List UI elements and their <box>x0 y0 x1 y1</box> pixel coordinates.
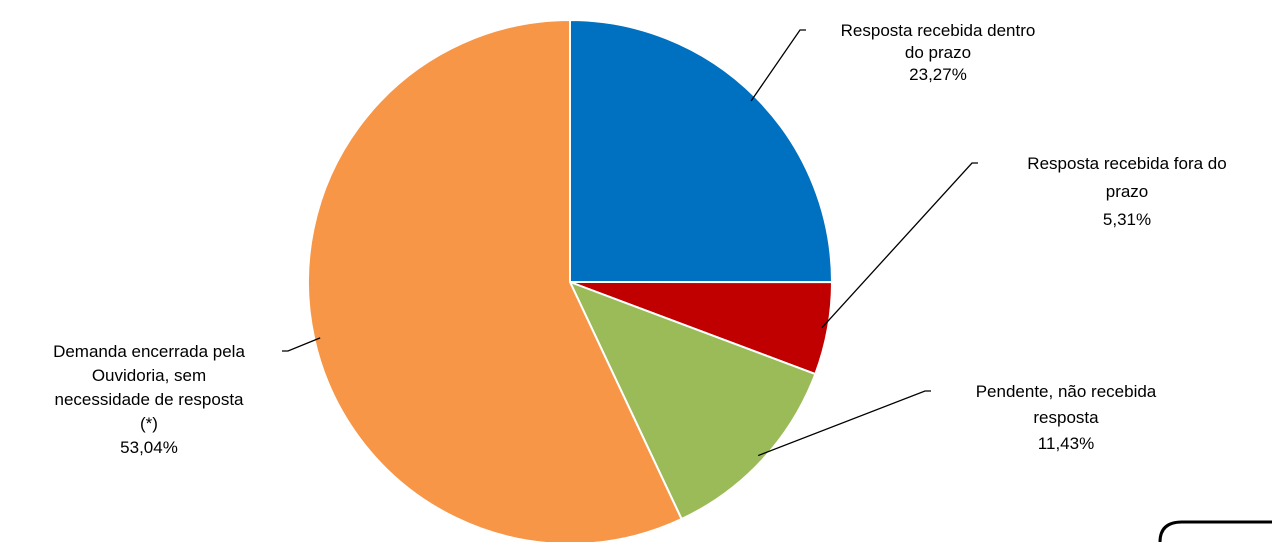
slice-name-line: do prazo <box>905 43 971 62</box>
slice-value-label: 11,43% <box>1038 434 1094 453</box>
slice-value-label: 23,27% <box>909 65 967 84</box>
slice-name-line: Resposta recebida dentro <box>841 21 1036 40</box>
pie-slices <box>307 18 834 542</box>
corner-box <box>1158 520 1272 542</box>
leader-line-3 <box>757 390 931 457</box>
slice-value-label: 5,31% <box>1103 210 1151 229</box>
pie-slice-4 <box>307 18 683 542</box>
slice-label-1: Resposta recebida dentro do prazo 23,27% <box>841 21 1036 84</box>
slice-label-3: Pendente, não recebida resposta 11,43% <box>976 382 1157 453</box>
slice-labels: Resposta recebida dentro do prazo 23,27%Re… <box>53 21 1227 457</box>
leader-line-1 <box>750 29 806 102</box>
slice-name-line: Pendente, não recebida <box>976 382 1157 401</box>
slice-value-label: 53,04% <box>120 438 178 457</box>
pie-slice-1 <box>569 18 834 284</box>
pie-slice-3 <box>568 280 817 521</box>
slice-name-line: resposta <box>1033 408 1099 427</box>
slice-name-line: Ouvidoria, sem <box>92 366 206 385</box>
leader-lines <box>282 29 978 457</box>
slice-name-line: necessidade de resposta <box>54 390 244 409</box>
leader-line-2 <box>821 162 978 329</box>
slice-label-2: Resposta recebida fora do prazo 5,31% <box>1027 154 1226 229</box>
slice-name-line: (*) <box>140 414 158 433</box>
slice-name-line: Demanda encerrada pela <box>53 342 245 361</box>
leader-line-4 <box>282 337 321 352</box>
slice-name-line: Resposta recebida fora do <box>1027 154 1226 173</box>
slice-name-line: prazo <box>1106 182 1149 201</box>
slice-label-4: Demanda encerrada pela Ouvidoria, sem nece… <box>53 342 245 457</box>
